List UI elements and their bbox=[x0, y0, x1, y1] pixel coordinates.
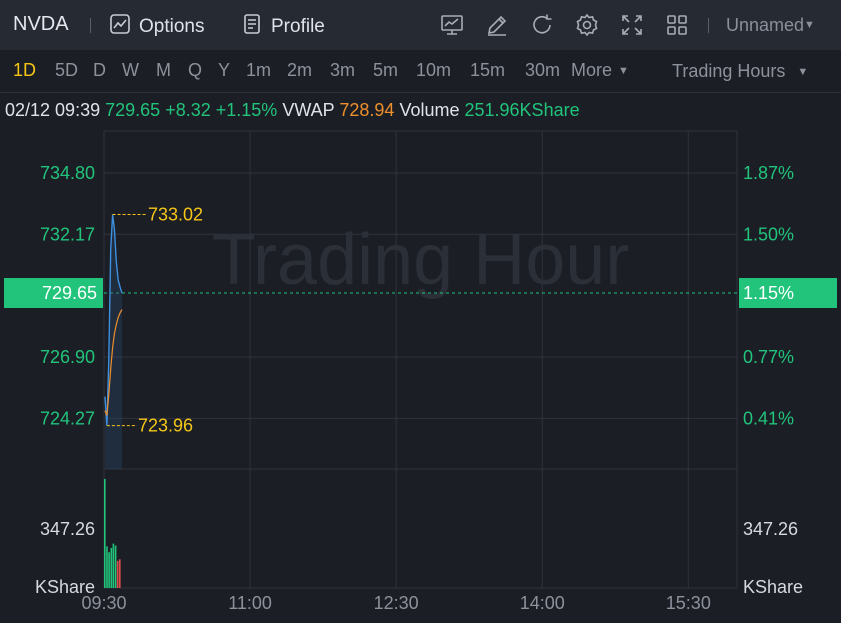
divider bbox=[90, 18, 91, 33]
quote-change: +8.32 bbox=[165, 100, 211, 120]
period-3m[interactable]: 3m bbox=[330, 60, 356, 80]
volume-bar bbox=[110, 547, 113, 588]
vwap-value: 728.94 bbox=[339, 100, 395, 120]
volume-tick-right: 347.26 bbox=[743, 519, 798, 539]
period-30m[interactable]: 30m bbox=[525, 60, 561, 80]
vwap-label: VWAP bbox=[282, 100, 335, 120]
refresh-icon[interactable] bbox=[529, 12, 555, 38]
options-button[interactable]: Options bbox=[109, 13, 204, 41]
layout-grid-icon[interactable] bbox=[664, 12, 690, 38]
pct-tick-label: 1.87% bbox=[743, 163, 794, 183]
period-1m[interactable]: 1m bbox=[246, 60, 272, 80]
caret-down-icon: ▼ bbox=[804, 19, 815, 31]
divider bbox=[708, 18, 709, 33]
period-1d[interactable]: 1D bbox=[13, 60, 37, 80]
session-dropdown[interactable]: Trading Hours ▼ bbox=[672, 61, 808, 82]
more-periods-dropdown[interactable]: More ▼ bbox=[571, 60, 629, 81]
time-tick-label: 15:30 bbox=[666, 593, 711, 613]
fullscreen-icon[interactable] bbox=[619, 12, 645, 38]
volume-unit-left: KShare bbox=[35, 577, 95, 597]
time-tick-label: 11:00 bbox=[228, 593, 272, 613]
current-price-badge bbox=[4, 278, 103, 309]
current-price-label: 729.65 bbox=[42, 283, 97, 303]
current-pct-label: 1.15% bbox=[743, 283, 794, 303]
symbol-title[interactable]: NVDA bbox=[13, 13, 69, 35]
volume-bar bbox=[112, 543, 115, 588]
low-price-label: 723.96 bbox=[138, 416, 193, 436]
volume-tick-left: 347.26 bbox=[40, 519, 95, 539]
quote-change-pct: +1.15% bbox=[215, 100, 278, 120]
draw-tools-icon[interactable] bbox=[484, 12, 510, 38]
period-5m[interactable]: 5m bbox=[373, 60, 399, 80]
period-d[interactable]: D bbox=[93, 60, 106, 80]
period-w[interactable]: W bbox=[122, 60, 139, 80]
caret-down-icon: ▼ bbox=[797, 66, 809, 78]
volume-bar bbox=[104, 479, 106, 588]
quote-price: 729.65 bbox=[105, 100, 161, 120]
period-10m[interactable]: 10m bbox=[416, 60, 452, 80]
options-label: Options bbox=[139, 16, 205, 37]
volume-bar bbox=[116, 560, 119, 588]
time-tick-label: 09:30 bbox=[81, 593, 126, 613]
options-icon bbox=[109, 13, 131, 41]
layout-name-label: Unnamed bbox=[726, 15, 805, 35]
high-price-label: 733.02 bbox=[148, 204, 203, 224]
price-line bbox=[104, 214, 123, 426]
price-tick-label: 732.17 bbox=[40, 224, 95, 244]
settings-gear-icon[interactable] bbox=[574, 12, 600, 38]
volume-unit-right: KShare bbox=[743, 577, 803, 597]
time-tick-label: 12:30 bbox=[374, 593, 419, 613]
layout-name-dropdown[interactable]: Unnamed▼ bbox=[726, 15, 815, 36]
chart-type-icon[interactable] bbox=[439, 12, 465, 38]
time-tick-label: 14:00 bbox=[520, 593, 565, 613]
quote-info-line: 02/12 09:39 729.65 +8.32 +1.15% VWAP 728… bbox=[5, 100, 580, 121]
period-15m[interactable]: 15m bbox=[470, 60, 506, 80]
toolbar: NVDA Options Profile Unnamed▼ bbox=[0, 0, 841, 50]
pct-tick-label: 1.50% bbox=[743, 224, 794, 244]
volume-bar bbox=[119, 559, 121, 588]
pct-tick-label: 0.77% bbox=[743, 347, 794, 367]
period-y[interactable]: Y bbox=[218, 60, 231, 80]
quote-datetime: 02/12 09:39 bbox=[5, 100, 101, 120]
watermark-text: Trading Hour bbox=[212, 220, 630, 300]
period-bar: Trading Hours ▼ 1D 5D D W M Q Y 1m 2m 3m 5m 10m 15m 30… bbox=[0, 50, 841, 93]
profile-label: Profile bbox=[271, 16, 325, 37]
period-5d[interactable]: 5D bbox=[55, 60, 79, 80]
price-tick-label: 734.80 bbox=[40, 163, 95, 183]
caret-down-icon: ▼ bbox=[618, 65, 629, 77]
volume-bar bbox=[106, 546, 108, 588]
price-tick-label: 726.90 bbox=[40, 347, 95, 367]
more-periods-label: More bbox=[571, 60, 613, 80]
vwap-line bbox=[104, 309, 123, 416]
volume-value: 251.96KShare bbox=[464, 100, 580, 120]
volume-bar bbox=[114, 545, 117, 588]
volume-label: Volume bbox=[399, 100, 460, 120]
price-tick-label: 724.27 bbox=[40, 408, 95, 428]
current-pct-badge bbox=[739, 278, 837, 309]
pct-tick-label: 0.41% bbox=[743, 408, 794, 428]
volume-bar bbox=[108, 552, 110, 588]
profile-button[interactable]: Profile bbox=[241, 13, 325, 41]
period-2m[interactable]: 2m bbox=[287, 60, 313, 80]
period-m[interactable]: M bbox=[156, 60, 171, 80]
session-label: Trading Hours bbox=[672, 61, 786, 81]
period-q[interactable]: Q bbox=[188, 60, 203, 80]
profile-icon bbox=[241, 13, 263, 41]
